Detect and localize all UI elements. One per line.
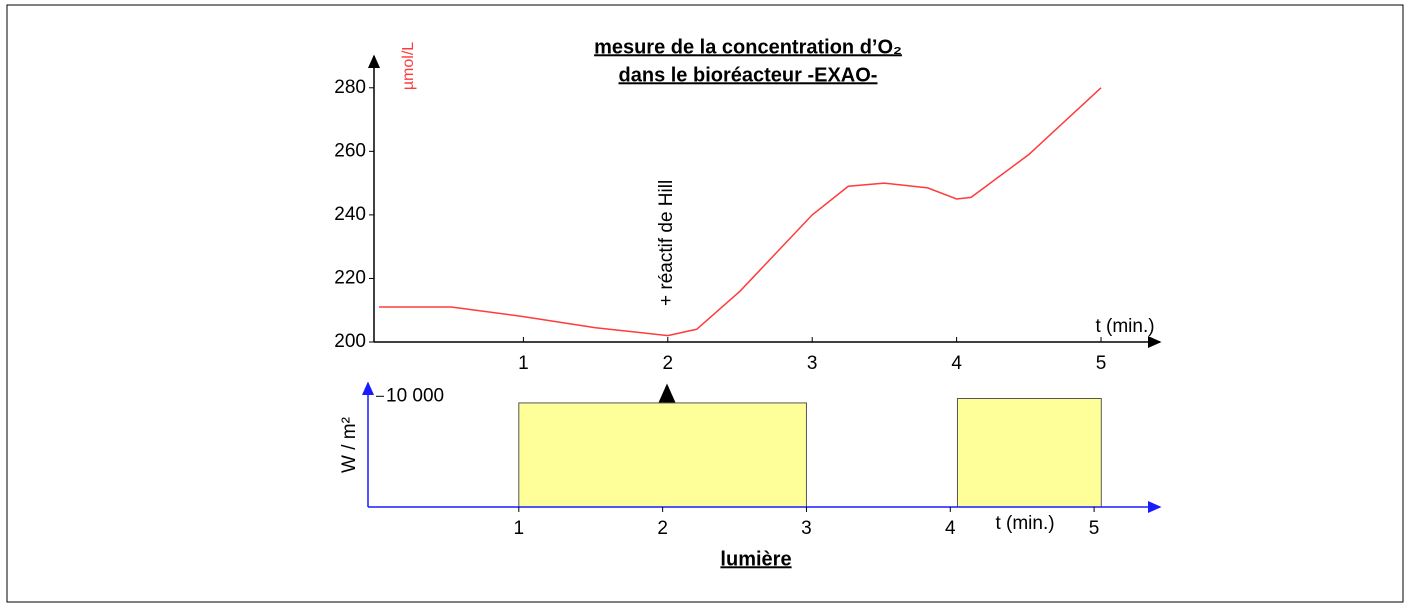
- y-tick-label: 260: [334, 140, 366, 161]
- o2-line: [379, 87, 1102, 337]
- light-bar: [518, 402, 807, 508]
- x-tick-label: 3: [807, 353, 818, 374]
- x-tick-label: 2: [657, 518, 668, 539]
- x-axis-label: t (min.): [1095, 316, 1154, 337]
- x-tick-label: 2: [663, 353, 674, 374]
- x-tick-label: 5: [1089, 518, 1100, 539]
- y-tick-label: 280: [334, 77, 366, 98]
- y-tick-label: 200: [334, 331, 366, 352]
- y-tick-label: 220: [334, 267, 366, 288]
- y-axis-label: W / m²: [339, 417, 360, 473]
- x-tick-label: 4: [951, 353, 962, 374]
- y-tick-label: 240: [334, 204, 366, 225]
- x-tick-label: 1: [518, 353, 529, 374]
- x-tick-label: 1: [514, 518, 525, 539]
- annotation: + réactif de Hill: [656, 180, 677, 306]
- x-tick-label: 3: [801, 518, 812, 539]
- y-tick-label: 10 000: [386, 385, 444, 406]
- y-axis-label: µmol/L: [400, 42, 417, 90]
- x-axis-label: t (min.): [995, 513, 1054, 534]
- chart-title: mesure de la concentration d’O₂: [594, 36, 902, 58]
- x-tick-label: 5: [1096, 353, 1107, 374]
- chart-title: dans le bioréacteur -EXAO-: [619, 64, 878, 86]
- light-bar: [956, 398, 1102, 508]
- x-tick-label: 4: [945, 518, 956, 539]
- chart-title: lumière: [720, 548, 791, 570]
- frame: [6, 4, 1404, 603]
